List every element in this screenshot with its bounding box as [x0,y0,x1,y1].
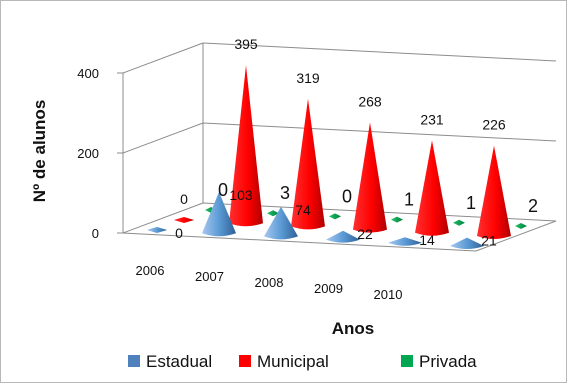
y-tick-label: 400 [77,66,99,81]
data-label-municipal: 231 [420,111,444,127]
legend-item-municipal: Municipal [239,352,329,371]
x-tick-label: 2010 [374,287,403,302]
floor-left-edge [123,203,203,233]
data-label-estadual: 14 [419,232,435,248]
data-label-privada: 0 [342,186,352,206]
cone-municipal-0 [174,217,194,223]
data-label-municipal: 319 [296,70,320,86]
cone-privada-4 [453,220,465,226]
data-label-municipal: 268 [358,93,382,109]
x-tick-label: 2008 [255,275,284,290]
data-label-estadual: 22 [357,226,373,242]
data-label-privada: 1 [404,190,414,210]
y-tick-label: 0 [92,226,99,241]
legend: Estadual Municipal Privada [128,352,477,371]
data-label-privada: 2 [528,196,538,216]
cone-estadual-4 [388,237,422,246]
x-tick-label: 2006 [136,263,165,278]
legend-swatch [401,355,413,367]
data-label-privada: 0 [218,180,228,200]
legend-label: Privada [419,352,477,371]
data-label-municipal: 395 [234,36,258,52]
cone-privada-5 [515,223,527,229]
x-tick-label: 2009 [314,281,343,296]
cone-municipal-3 [353,122,387,232]
cone-estadual-3 [326,231,360,243]
data-label-estadual: 21 [481,233,497,249]
cone-privada-3 [391,217,403,223]
legend-label: Estadual [146,352,212,371]
x-tick-labels: 2006 2007 2008 2009 2010 [136,263,403,302]
y-axis-title: Nº de alunos [30,100,49,203]
cone-municipal-5 [477,146,511,239]
legend-swatch [239,355,251,367]
data-label-privada: 3 [280,183,290,203]
side-wall-mid-grid [123,123,203,153]
side-wall-top-grid [123,43,203,73]
cone-estadual-5 [450,238,484,249]
cone-municipal-4 [415,140,449,235]
cone-estadual-0 [147,227,167,233]
cone-privada-2 [329,213,341,219]
y-tick-label: 200 [77,146,99,161]
data-label-municipal: 0 [180,191,188,207]
legend-item-estadual: Estadual [128,352,212,371]
legend-swatch [128,355,140,367]
data-cones [147,65,527,249]
data-label-municipal: 226 [482,117,506,133]
legend-label: Municipal [257,352,329,371]
x-tick-label: 2007 [195,269,224,284]
data-label-privada: 1 [466,193,476,213]
legend-item-privada: Privada [401,352,477,371]
data-label-estadual: 74 [295,202,311,218]
data-label-estadual: 103 [229,187,253,203]
data-label-estadual: 0 [175,225,183,241]
x-axis-title: Anos [332,319,375,338]
y-tick-labels: 0 200 400 [77,66,99,241]
